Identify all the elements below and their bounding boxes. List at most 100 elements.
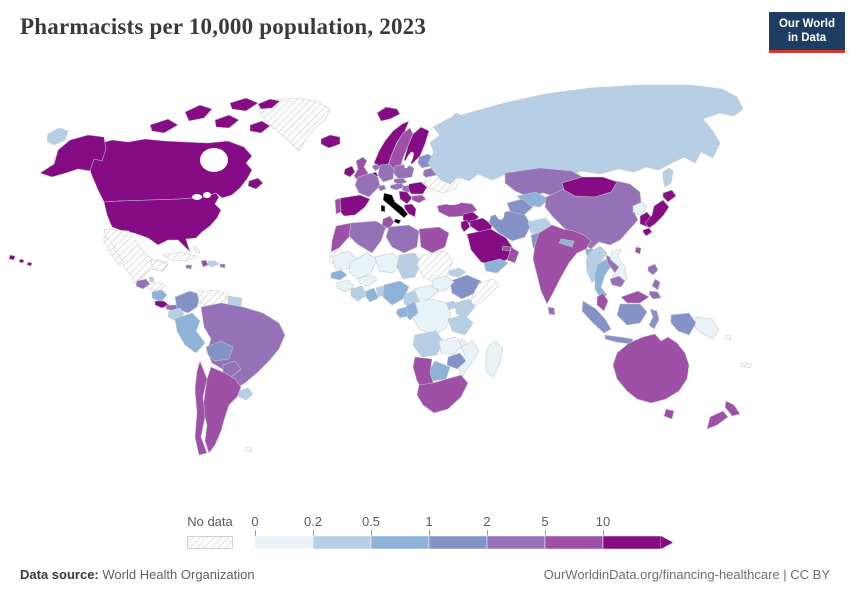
- region-portugal[interactable]: [334, 197, 342, 215]
- region-south-africa[interactable]: [416, 374, 469, 414]
- region-yemen[interactable]: [483, 258, 509, 274]
- region-niger[interactable]: [374, 252, 402, 274]
- region-uae[interactable]: [501, 245, 512, 252]
- region-falkland-islands[interactable]: [244, 446, 253, 453]
- region-sardinia[interactable]: [380, 204, 386, 213]
- region-hawaii[interactable]: [26, 261, 33, 267]
- legend-no-data-swatch[interactable]: [187, 536, 233, 549]
- region-japan-hokkaido[interactable]: [662, 189, 677, 203]
- region-sulawesi[interactable]: [648, 308, 660, 330]
- legend-bin-6[interactable]: [602, 535, 662, 549]
- region-guinea[interactable]: [336, 279, 355, 293]
- region-ireland[interactable]: [343, 165, 356, 178]
- region-canada-island[interactable]: [229, 97, 259, 112]
- region-canada[interactable]: [85, 138, 253, 203]
- region-central-african-republic[interactable]: [413, 284, 440, 300]
- region-ivory-coast[interactable]: [350, 285, 368, 302]
- region-dominican-republic[interactable]: [207, 260, 220, 268]
- region-algeria[interactable]: [348, 220, 387, 254]
- region-papua-new-guinea[interactable]: [694, 316, 720, 340]
- region-japan-honshu[interactable]: [644, 199, 670, 229]
- region-malaysia-peninsula[interactable]: [596, 292, 609, 312]
- region-somalia[interactable]: [470, 278, 500, 308]
- region-guatemala[interactable]: [135, 278, 151, 290]
- region-tasmania[interactable]: [663, 408, 675, 420]
- region-solomon-islands[interactable]: [724, 334, 732, 341]
- region-tanzania[interactable]: [447, 314, 474, 336]
- region-japan-kyushu[interactable]: [642, 227, 653, 237]
- region-bolivia[interactable]: [205, 340, 234, 362]
- region-south-sudan[interactable]: [432, 275, 455, 292]
- legend-bin-3[interactable]: [428, 535, 488, 549]
- region-hawaii[interactable]: [8, 254, 16, 261]
- region-yucatan[interactable]: [150, 260, 169, 272]
- region-canada-island[interactable]: [249, 120, 271, 134]
- region-baja[interactable]: [103, 236, 125, 266]
- region-czechia[interactable]: [393, 177, 408, 186]
- region-cuba[interactable]: [162, 251, 197, 262]
- region-zambia[interactable]: [438, 336, 464, 356]
- region-poland[interactable]: [392, 163, 415, 180]
- region-austria[interactable]: [389, 182, 406, 191]
- region-iceland[interactable]: [320, 134, 341, 149]
- region-ellesmere[interactable]: [257, 98, 281, 110]
- region-canada-island[interactable]: [214, 114, 240, 129]
- region-honduras[interactable]: [147, 281, 167, 292]
- region-nigeria[interactable]: [382, 280, 410, 306]
- region-eritrea[interactable]: [448, 267, 467, 278]
- region-india[interactable]: [532, 224, 592, 305]
- region-belize[interactable]: [148, 276, 155, 283]
- region-zimbabwe[interactable]: [446, 352, 467, 370]
- region-peru[interactable]: [174, 312, 206, 354]
- region-nicaragua[interactable]: [151, 289, 168, 303]
- region-taiwan[interactable]: [634, 246, 642, 255]
- region-new-caledonia[interactable]: [740, 361, 752, 369]
- region-bulgaria[interactable]: [411, 194, 427, 204]
- region-west-papua[interactable]: [670, 312, 697, 336]
- region-germany[interactable]: [377, 163, 395, 183]
- region-cambodia[interactable]: [609, 275, 626, 288]
- region-argentina[interactable]: [202, 366, 242, 454]
- region-paraguay[interactable]: [222, 360, 242, 378]
- legend-bin-5[interactable]: [544, 535, 604, 549]
- region-mongolia[interactable]: [561, 176, 618, 198]
- region-netherlands[interactable]: [371, 163, 381, 172]
- region-philippines[interactable]: [651, 278, 661, 291]
- region-north-korea[interactable]: [632, 201, 648, 216]
- region-greenland[interactable]: [258, 97, 331, 152]
- region-philippines[interactable]: [647, 263, 659, 276]
- region-libya[interactable]: [385, 224, 420, 254]
- region-newfoundland[interactable]: [247, 177, 264, 190]
- region-canada-island[interactable]: [149, 118, 179, 134]
- region-java[interactable]: [604, 334, 634, 345]
- region-ghana[interactable]: [365, 287, 379, 303]
- region-malaysia-borneo[interactable]: [620, 290, 650, 304]
- region-sicily[interactable]: [393, 218, 402, 225]
- region-egypt[interactable]: [418, 226, 450, 254]
- region-mozambique[interactable]: [456, 340, 480, 378]
- region-madagascar[interactable]: [485, 340, 504, 378]
- region-sumatra[interactable]: [581, 300, 612, 334]
- legend-bin-0[interactable]: [255, 535, 314, 549]
- region-chad[interactable]: [396, 252, 422, 280]
- region-jamaica[interactable]: [185, 264, 193, 270]
- region-balkans[interactable]: [398, 190, 413, 205]
- region-mali[interactable]: [348, 252, 378, 280]
- region-italy[interactable]: [382, 192, 409, 219]
- region-uruguay[interactable]: [237, 387, 254, 401]
- region-tunisia[interactable]: [381, 215, 395, 230]
- region-kalimantan[interactable]: [616, 303, 648, 326]
- region-gabon[interactable]: [395, 306, 409, 319]
- region-svalbard[interactable]: [376, 106, 401, 122]
- region-novaya-zemlya[interactable]: [445, 112, 463, 133]
- legend-bin-1[interactable]: [312, 535, 372, 549]
- region-sri-lanka[interactable]: [547, 306, 556, 316]
- region-switzerland[interactable]: [377, 184, 387, 192]
- region-sakhalin[interactable]: [662, 167, 674, 188]
- legend-bin-6-arrow[interactable]: [661, 536, 673, 549]
- owid-logo[interactable]: Our World in Data: [769, 12, 845, 53]
- region-romania[interactable]: [407, 181, 428, 195]
- region-philippines[interactable]: [648, 290, 662, 300]
- region-hawaii[interactable]: [18, 258, 25, 264]
- region-chile[interactable]: [194, 360, 208, 456]
